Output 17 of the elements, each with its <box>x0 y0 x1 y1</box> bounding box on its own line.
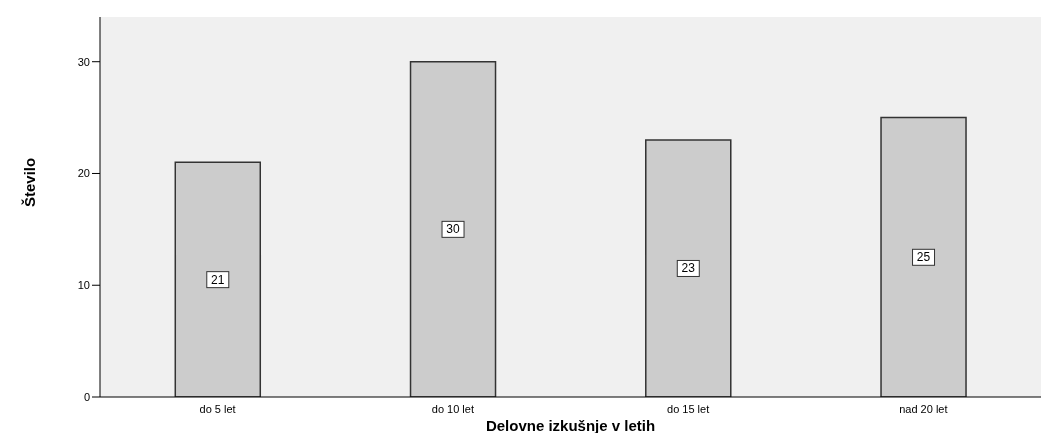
bar <box>174 161 262 397</box>
x-tick-label: nad 20 let <box>899 402 948 415</box>
y-tick-label: 0 <box>83 390 90 403</box>
y-axis-title: Število <box>21 157 39 207</box>
y-tick-label: 30 <box>77 55 90 68</box>
x-tick-label: do 15 let <box>667 402 710 415</box>
bar <box>409 60 497 397</box>
data-label: 30 <box>446 222 461 237</box>
y-tick-label: 20 <box>77 167 90 180</box>
bar <box>645 139 732 397</box>
data-label: 21 <box>211 272 225 287</box>
bar <box>880 116 967 397</box>
x-tick-label: do 5 let <box>199 402 236 415</box>
data-label: 25 <box>916 250 931 265</box>
y-tick-label: 10 <box>77 279 90 292</box>
x-tick-label: do 10 let <box>431 402 474 415</box>
data-label: 23 <box>681 261 696 276</box>
